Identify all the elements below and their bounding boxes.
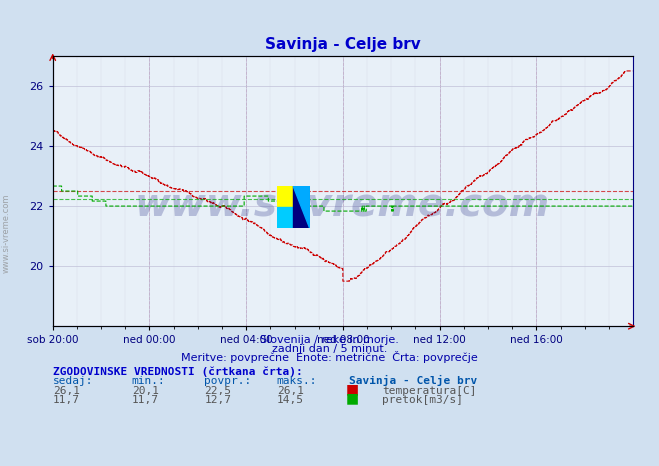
Text: 12,7: 12,7 bbox=[204, 395, 231, 405]
Bar bbox=[277, 186, 293, 207]
Text: www.si-vreme.com: www.si-vreme.com bbox=[2, 193, 11, 273]
Text: 20,1: 20,1 bbox=[132, 386, 159, 396]
Text: Meritve: povprečne  Enote: metrične  Črta: povprečje: Meritve: povprečne Enote: metrične Črta:… bbox=[181, 351, 478, 363]
Text: pretok[m3/s]: pretok[m3/s] bbox=[382, 395, 463, 405]
Text: temperatura[C]: temperatura[C] bbox=[382, 386, 476, 396]
Text: Slovenija / reke in morje.: Slovenija / reke in morje. bbox=[260, 335, 399, 344]
Text: zadnji dan / 5 minut.: zadnji dan / 5 minut. bbox=[272, 344, 387, 354]
Text: maks.:: maks.: bbox=[277, 377, 317, 386]
Text: 11,7: 11,7 bbox=[53, 395, 80, 405]
Polygon shape bbox=[293, 186, 310, 228]
Text: 26,1: 26,1 bbox=[277, 386, 304, 396]
Text: min.:: min.: bbox=[132, 377, 165, 386]
Text: ■: ■ bbox=[346, 391, 359, 405]
Text: 14,5: 14,5 bbox=[277, 395, 304, 405]
Text: 22,5: 22,5 bbox=[204, 386, 231, 396]
Text: 11,7: 11,7 bbox=[132, 395, 159, 405]
Text: www.si-vreme.com: www.si-vreme.com bbox=[135, 185, 550, 224]
Text: sedaj:: sedaj: bbox=[53, 377, 93, 386]
Text: 26,1: 26,1 bbox=[53, 386, 80, 396]
Bar bbox=[293, 186, 310, 228]
Text: ■: ■ bbox=[346, 382, 359, 396]
Text: povpr.:: povpr.: bbox=[204, 377, 252, 386]
Text: Savinja - Celje brv: Savinja - Celje brv bbox=[349, 376, 478, 386]
Title: Savinja - Celje brv: Savinja - Celje brv bbox=[265, 37, 420, 52]
Text: ZGODOVINSKE VREDNOSTI (črtkana črta):: ZGODOVINSKE VREDNOSTI (črtkana črta): bbox=[53, 367, 302, 377]
Bar bbox=[277, 207, 293, 228]
